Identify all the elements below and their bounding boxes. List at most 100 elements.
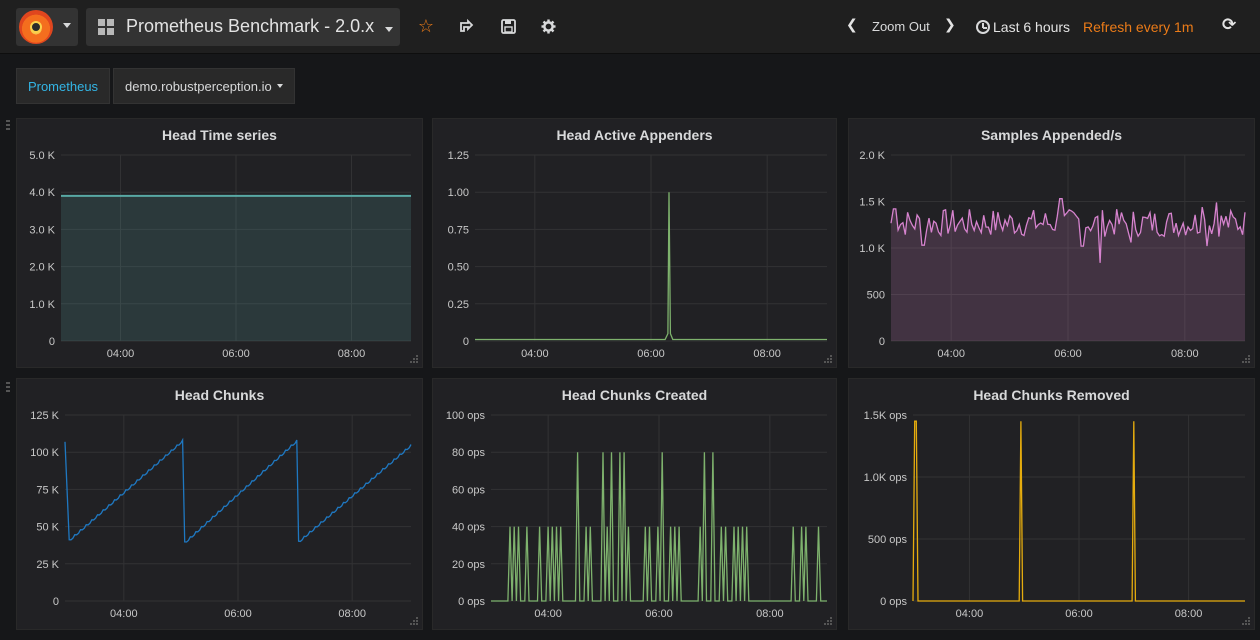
x-tick-label: 06:00	[222, 348, 250, 360]
y-tick-label: 1.00	[448, 187, 469, 199]
share-icon[interactable]	[456, 16, 476, 36]
x-tick-label: 04:00	[110, 608, 138, 620]
panel-resize-handle[interactable]	[410, 355, 419, 364]
x-tick-label: 06:00	[224, 608, 252, 620]
y-tick-label: 2.0 K	[859, 150, 885, 162]
y-tick-label: 0	[53, 596, 59, 608]
dashboard-grid-icon	[98, 19, 114, 35]
series-line	[64, 437, 412, 543]
settings-gear-icon[interactable]	[538, 16, 558, 36]
caret-down-icon	[63, 23, 71, 28]
dashboard-title: Prometheus Benchmark - 2.0.x	[126, 16, 375, 36]
panel-title[interactable]: Head Time series	[162, 127, 277, 143]
y-tick-label: 0.75	[448, 224, 469, 236]
row-drag-handle[interactable]	[6, 120, 10, 134]
y-tick-label: 2.0 K	[29, 262, 55, 274]
row-drag-handle[interactable]	[6, 382, 10, 396]
panel: Samples Appended/s 0 500 1.0 K 1.5 K 2.0 K 04:…	[848, 118, 1255, 368]
y-tick-label: 500 ops	[868, 534, 908, 546]
panel: Head Time series 0 1.0 K 2.0 K 3.0 K 4.0 K 5.0…	[16, 118, 423, 368]
time-range-picker[interactable]: Last 6 hours	[993, 19, 1071, 35]
x-tick-label: 08:00	[338, 608, 366, 620]
x-tick-label: 06:00	[645, 608, 673, 620]
chart-svg: 0 ops 20 ops 40 ops 60 ops 80 ops 100 ops 04:0…	[446, 410, 827, 620]
x-tick-label: 04:00	[107, 348, 135, 360]
refresh-icon[interactable]: ⟳	[1222, 15, 1237, 34]
y-tick-label: 40 ops	[452, 522, 486, 534]
caret-down-icon	[385, 27, 393, 32]
panel-resize-handle[interactable]	[824, 617, 833, 626]
y-tick-label: 100 K	[30, 447, 59, 459]
zoom-out-button[interactable]: Zoom Out	[872, 19, 930, 34]
y-tick-label: 60 ops	[452, 484, 486, 496]
star-icon[interactable]: ☆	[417, 15, 435, 36]
y-tick-label: 0	[49, 336, 55, 348]
y-tick-label: 80 ops	[452, 447, 486, 459]
x-tick-label: 04:00	[956, 608, 984, 620]
panel-title[interactable]: Head Chunks Removed	[973, 387, 1130, 403]
variable-dropdown[interactable]: demo.robustperception.io	[113, 68, 295, 104]
y-tick-label: 0.25	[448, 299, 469, 311]
x-tick-label: 08:00	[756, 608, 784, 620]
grafana-logo-icon	[19, 10, 53, 44]
clock-icon	[976, 20, 990, 34]
x-tick-label: 08:00	[1171, 348, 1199, 360]
y-tick-label: 0.50	[448, 262, 469, 274]
chart-svg: 0 ops 500 ops 1.0K ops 1.5K ops 04:00 06:00 08…	[864, 410, 1245, 620]
chevron-left-icon[interactable]: ❮	[846, 16, 858, 32]
y-tick-label: 1.0 K	[859, 243, 885, 255]
series-line	[912, 420, 1245, 602]
chart-svg: 0 25 K 50 K 75 K 100 K 125 K 04:00 06:00 08:00	[30, 410, 412, 620]
y-tick-label: 1.25	[448, 150, 469, 162]
refresh-interval[interactable]: Refresh every 1m	[1083, 19, 1194, 35]
y-tick-label: 500	[867, 290, 885, 302]
x-tick-label: 08:00	[338, 348, 366, 360]
panel-resize-handle[interactable]	[1242, 617, 1251, 626]
panel-title[interactable]: Head Chunks Created	[561, 387, 708, 403]
panel-title[interactable]: Samples Appended/s	[980, 127, 1123, 143]
y-tick-label: 25 K	[36, 559, 59, 571]
dashboard-title-button[interactable]: Prometheus Benchmark - 2.0.x	[86, 8, 400, 46]
chart-svg: 0 1.0 K 2.0 K 3.0 K 4.0 K 5.0 K 04:00 06:00 08:0…	[29, 150, 411, 360]
panel-title[interactable]: Head Chunks	[174, 387, 265, 403]
x-tick-label: 04:00	[521, 348, 549, 360]
y-tick-label: 4.0 K	[29, 187, 55, 199]
x-tick-label: 08:00	[1175, 608, 1203, 620]
y-tick-label: 125 K	[30, 410, 59, 422]
x-tick-label: 06:00	[1054, 348, 1082, 360]
panel: Head Chunks Created 0 ops 20 ops 40 ops 60 o…	[432, 378, 837, 630]
y-tick-label: 3.0 K	[29, 224, 55, 236]
panel-resize-handle[interactable]	[824, 355, 833, 364]
series-area	[61, 195, 411, 341]
x-tick-label: 08:00	[753, 348, 781, 360]
series-area	[891, 198, 1245, 341]
top-navbar: Prometheus Benchmark - 2.0.x ☆ ❮ Zoom Ou…	[0, 0, 1260, 54]
series-line	[491, 452, 827, 602]
x-tick-label: 04:00	[534, 608, 562, 620]
panel: Head Active Appenders 0 0.25 0.50 0.75 1.00 1.…	[432, 118, 837, 368]
caret-down-icon	[276, 84, 283, 88]
x-tick-label: 04:00	[937, 348, 965, 360]
panel-resize-handle[interactable]	[1242, 355, 1251, 364]
save-icon[interactable]	[498, 16, 518, 36]
y-tick-label: 5.0 K	[29, 150, 55, 162]
y-tick-label: 0 ops	[458, 596, 485, 608]
y-tick-label: 100 ops	[446, 410, 486, 422]
y-tick-label: 20 ops	[452, 559, 486, 571]
y-tick-label: 0 ops	[880, 596, 907, 608]
y-tick-label: 1.5K ops	[864, 410, 908, 422]
y-tick-label: 0	[463, 336, 469, 348]
chart-svg: 0 0.25 0.50 0.75 1.00 1.25 04:00 06:00 08:00	[448, 150, 827, 360]
chart-svg: 0 500 1.0 K 1.5 K 2.0 K 04:00 06:00 08:00	[859, 150, 1246, 360]
chevron-right-icon[interactable]: ❯	[944, 16, 956, 32]
y-tick-label: 50 K	[36, 522, 59, 534]
panel: Head Chunks 0 25 K 50 K 75 K 100 K 125 K 04:00 0…	[16, 378, 423, 630]
x-tick-label: 06:00	[1065, 608, 1093, 620]
series-line	[475, 192, 827, 341]
panel-title[interactable]: Head Active Appenders	[556, 127, 713, 143]
panel: Head Chunks Removed 0 ops 500 ops 1.0K ops 1…	[848, 378, 1255, 630]
y-tick-label: 75 K	[36, 484, 59, 496]
series-line	[890, 198, 1246, 263]
grafana-menu-button[interactable]	[16, 8, 78, 46]
panel-resize-handle[interactable]	[410, 617, 419, 626]
